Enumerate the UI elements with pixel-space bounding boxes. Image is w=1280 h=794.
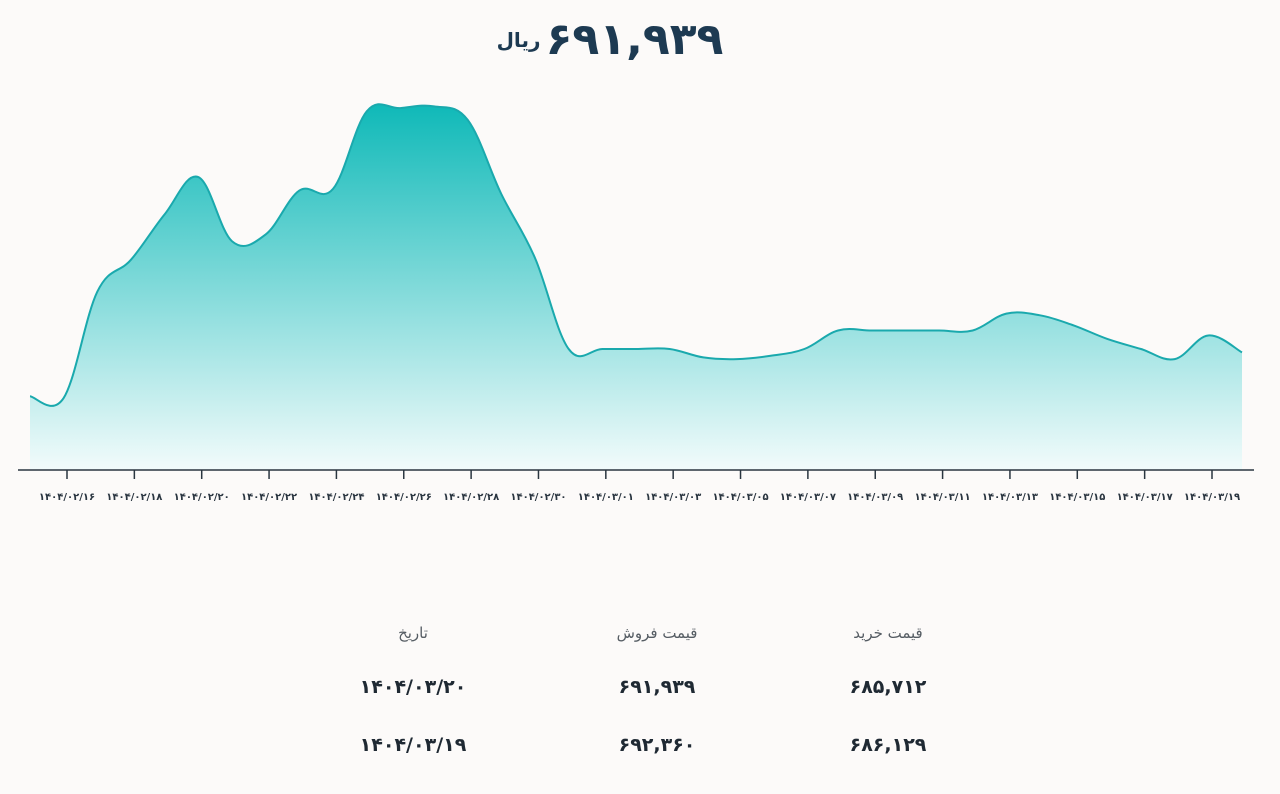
price-area-fill bbox=[30, 104, 1242, 471]
x-tick-label: ۱۴۰۴/۰۳/۰۳ bbox=[645, 492, 701, 503]
header-sell-price: قیمت فروش bbox=[616, 624, 698, 642]
row-1-date: ۱۴۰۴/۰۳/۲۰ bbox=[359, 676, 467, 698]
x-tick-label: ۱۴۰۴/۰۳/۱۷ bbox=[1117, 492, 1173, 503]
price-area-chart: ۱۴۰۴/۰۲/۱۶ ۱۴۰۴/۰۲/۱۸ ۱۴۰۴/۰۲/۲۰ ۱۴۰۴/۰۲/۲۲… bbox=[18, 103, 1254, 503]
x-tick-label: ۱۴۰۴/۰۲/۲۰ bbox=[174, 492, 230, 503]
row-2-date: ۱۴۰۴/۰۳/۱۹ bbox=[359, 734, 467, 756]
x-tick-label: ۱۴۰۴/۰۳/۰۷ bbox=[780, 492, 836, 503]
x-tick-label: ۱۴۰۴/۰۲/۲۶ bbox=[376, 492, 432, 503]
row-1-sell-price: ۶۹۱,۹۳۹ bbox=[618, 676, 696, 698]
row-1-buy-price: ۶۸۵,۷۱۲ bbox=[849, 676, 927, 698]
x-tick-label: ۱۴۰۴/۰۲/۱۶ bbox=[39, 492, 95, 503]
current-price-value: ۶۹۱,۹۳۹ bbox=[545, 14, 724, 65]
x-tick-label: ۱۴۰۴/۰۳/۰۹ bbox=[847, 492, 903, 503]
x-tick-label: ۱۴۰۴/۰۲/۲۴ bbox=[308, 492, 364, 503]
x-axis-ticks: ۱۴۰۴/۰۲/۱۶ ۱۴۰۴/۰۲/۱۸ ۱۴۰۴/۰۲/۲۰ ۱۴۰۴/۰۲/۲۲… bbox=[39, 470, 1240, 503]
header-date: تاریخ bbox=[398, 624, 428, 642]
row-2-sell-price: ۶۹۲,۳۶۰ bbox=[618, 734, 696, 756]
x-tick-label: ۱۴۰۴/۰۳/۱۹ bbox=[1184, 492, 1240, 503]
x-tick-label: ۱۴۰۴/۰۲/۲۸ bbox=[443, 492, 499, 503]
row-2-buy-price: ۶۸۶,۱۲۹ bbox=[849, 734, 927, 756]
price-line bbox=[29, 103, 1243, 407]
x-tick-label: ۱۴۰۴/۰۳/۰۵ bbox=[712, 492, 768, 503]
x-tick-label: ۱۴۰۴/۰۳/۱۱ bbox=[915, 492, 971, 503]
x-tick-label: ۱۴۰۴/۰۳/۰۱ bbox=[578, 492, 634, 503]
x-tick-label: ۱۴۰۴/۰۲/۳۰ bbox=[510, 492, 566, 503]
x-tick-label: ۱۴۰۴/۰۲/۱۸ bbox=[106, 492, 162, 503]
x-tick-label: ۱۴۰۴/۰۳/۱۳ bbox=[982, 492, 1038, 503]
x-tick-label: ۱۴۰۴/۰۳/۱۵ bbox=[1049, 492, 1105, 503]
header-buy-price: قیمت خرید bbox=[853, 624, 923, 642]
x-tick-label: ۱۴۰۴/۰۲/۲۲ bbox=[241, 492, 297, 503]
headline-price: ۶۹۱,۹۳۹ ریال bbox=[0, 14, 1210, 65]
currency-unit-label: ریال bbox=[496, 27, 541, 52]
